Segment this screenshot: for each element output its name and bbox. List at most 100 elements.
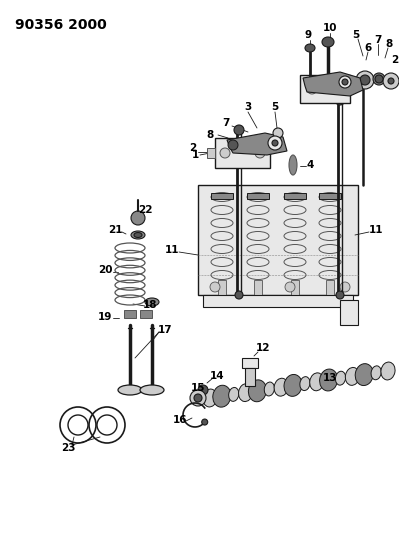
Circle shape: [235, 291, 243, 299]
Circle shape: [190, 390, 206, 406]
Text: 15: 15: [191, 383, 205, 393]
Circle shape: [375, 75, 383, 83]
Text: 19: 19: [98, 312, 112, 322]
Text: 6: 6: [364, 43, 371, 53]
Text: 90356 2000: 90356 2000: [15, 18, 107, 32]
Circle shape: [335, 95, 345, 105]
Text: 14: 14: [210, 371, 224, 381]
Text: 4: 4: [306, 160, 314, 170]
Bar: [198, 185, 358, 295]
Circle shape: [228, 140, 238, 150]
Ellipse shape: [300, 377, 310, 391]
Ellipse shape: [145, 298, 159, 306]
Bar: [319, 193, 341, 199]
Circle shape: [194, 394, 202, 402]
Ellipse shape: [239, 384, 253, 401]
Ellipse shape: [289, 155, 297, 175]
Text: 21: 21: [108, 225, 122, 235]
Bar: [203, 295, 353, 307]
Ellipse shape: [264, 382, 275, 396]
Bar: [140, 310, 152, 318]
Text: 23: 23: [61, 443, 75, 453]
Ellipse shape: [373, 73, 385, 85]
Text: 22: 22: [138, 205, 152, 215]
Text: 18: 18: [143, 300, 157, 310]
Polygon shape: [227, 133, 287, 155]
Ellipse shape: [273, 128, 283, 138]
Ellipse shape: [274, 378, 288, 396]
Circle shape: [388, 78, 394, 84]
Circle shape: [307, 84, 317, 94]
Circle shape: [333, 84, 343, 94]
Bar: [218, 280, 226, 300]
Text: 16: 16: [173, 415, 187, 425]
Circle shape: [198, 385, 208, 395]
Ellipse shape: [345, 367, 359, 385]
Text: 12: 12: [256, 343, 270, 353]
Text: 5: 5: [271, 102, 279, 112]
Circle shape: [268, 136, 282, 150]
Bar: [211, 193, 233, 199]
Circle shape: [272, 140, 278, 146]
Bar: [242, 358, 258, 368]
Text: 20: 20: [98, 265, 112, 275]
Bar: [284, 193, 306, 199]
Circle shape: [339, 76, 351, 88]
Text: 2: 2: [190, 143, 197, 153]
Circle shape: [234, 125, 244, 135]
Text: 11: 11: [369, 225, 383, 235]
Circle shape: [285, 282, 295, 292]
Circle shape: [220, 148, 230, 158]
Circle shape: [383, 73, 399, 89]
Text: 8: 8: [206, 130, 213, 140]
Bar: [340, 300, 358, 325]
Text: 9: 9: [304, 30, 312, 40]
Ellipse shape: [320, 369, 338, 391]
Circle shape: [210, 282, 220, 292]
Ellipse shape: [355, 364, 373, 385]
Circle shape: [340, 282, 350, 292]
Circle shape: [255, 148, 265, 158]
Text: 7: 7: [222, 118, 230, 128]
Circle shape: [336, 291, 344, 299]
Bar: [247, 193, 269, 199]
Ellipse shape: [322, 37, 334, 47]
Circle shape: [131, 211, 145, 225]
Ellipse shape: [336, 372, 346, 385]
Ellipse shape: [213, 385, 231, 407]
Text: 8: 8: [385, 39, 393, 49]
Text: 5: 5: [352, 30, 359, 40]
Circle shape: [342, 79, 348, 85]
Bar: [254, 280, 262, 300]
Text: 13: 13: [323, 373, 337, 383]
Ellipse shape: [305, 44, 315, 52]
Text: 3: 3: [244, 102, 252, 112]
Circle shape: [360, 75, 370, 85]
Text: 2: 2: [391, 55, 399, 65]
Ellipse shape: [140, 385, 164, 395]
Polygon shape: [303, 72, 363, 96]
Ellipse shape: [134, 232, 142, 238]
Bar: [245, 368, 255, 386]
Text: 1: 1: [192, 150, 199, 160]
Circle shape: [356, 71, 374, 89]
Bar: [207, 148, 215, 158]
Ellipse shape: [371, 366, 381, 379]
Ellipse shape: [118, 385, 142, 395]
Ellipse shape: [131, 231, 145, 239]
Ellipse shape: [229, 387, 239, 401]
Ellipse shape: [284, 375, 302, 397]
Circle shape: [202, 419, 208, 425]
Bar: [300, 75, 350, 103]
Bar: [215, 138, 270, 168]
Text: 7: 7: [374, 35, 382, 45]
Text: 10: 10: [323, 23, 337, 33]
Text: 11: 11: [165, 245, 179, 255]
Text: 17: 17: [158, 325, 172, 335]
Ellipse shape: [203, 389, 217, 407]
Bar: [124, 310, 136, 318]
Ellipse shape: [310, 373, 324, 391]
Ellipse shape: [249, 380, 267, 402]
Ellipse shape: [381, 362, 395, 380]
Bar: [326, 280, 334, 300]
